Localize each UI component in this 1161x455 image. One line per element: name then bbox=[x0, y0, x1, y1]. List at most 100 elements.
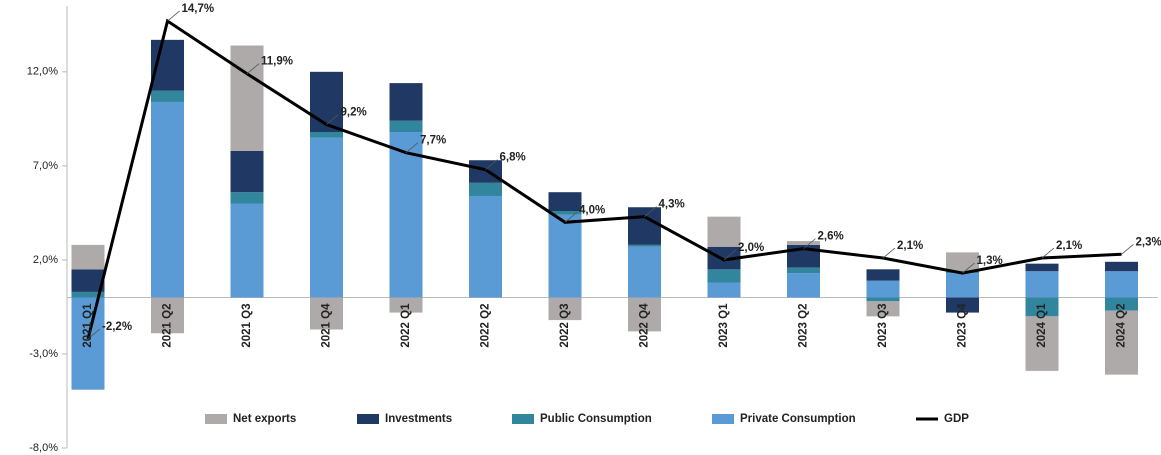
gdp-label: 6,8% bbox=[500, 152, 526, 164]
gdp-label: 2,6% bbox=[818, 231, 844, 243]
bar-segment bbox=[310, 71, 343, 133]
bar-segment bbox=[1105, 261, 1138, 272]
gdp-label: 14,7% bbox=[182, 3, 215, 15]
x-tick-label: 2022 Q1 bbox=[400, 303, 412, 348]
gdp-label: 4,3% bbox=[659, 199, 685, 211]
gdp-line bbox=[86, 18, 1122, 340]
x-tick-label: 2021 Q3 bbox=[241, 304, 253, 348]
label-leader bbox=[564, 211, 578, 223]
gdp-label: 11,9% bbox=[261, 56, 293, 68]
bar-segment bbox=[1025, 297, 1059, 317]
bar-segment bbox=[946, 273, 979, 298]
legend-swatch bbox=[205, 414, 227, 424]
bar-segment bbox=[71, 244, 105, 270]
bar-segment bbox=[151, 101, 184, 298]
bar-segment bbox=[628, 207, 661, 245]
bar-segment bbox=[787, 267, 820, 274]
bar-segment bbox=[628, 297, 661, 332]
bar-segment bbox=[548, 192, 582, 212]
legend-swatch bbox=[357, 414, 379, 424]
legend-label: Net exports bbox=[233, 413, 296, 425]
label-leader bbox=[167, 10, 180, 22]
bar-segment bbox=[866, 301, 900, 317]
bar-segment bbox=[866, 280, 900, 298]
bar-segment bbox=[946, 297, 979, 313]
label-leader bbox=[644, 206, 657, 217]
bar-segment bbox=[548, 214, 582, 298]
bar-segment bbox=[230, 203, 264, 298]
label-leader bbox=[87, 328, 101, 340]
bar-segment bbox=[230, 150, 264, 193]
bar-segment bbox=[787, 241, 820, 245]
bar-segment bbox=[548, 211, 582, 215]
bar-segment bbox=[230, 45, 264, 151]
x-tick-label: 2022 Q4 bbox=[639, 303, 651, 348]
bar-segment bbox=[469, 160, 502, 183]
bar-segment bbox=[151, 90, 184, 102]
bar-segment bbox=[71, 297, 105, 390]
bar-segment bbox=[1025, 271, 1059, 298]
bar-segment bbox=[1105, 297, 1138, 311]
bar-segment bbox=[866, 297, 900, 302]
bar-segment bbox=[707, 246, 741, 270]
gdp-label: 2,3% bbox=[1136, 236, 1161, 248]
bar-segment bbox=[1105, 310, 1138, 375]
bar-segment bbox=[707, 269, 741, 283]
legend-label: Public Consumption bbox=[540, 413, 652, 425]
legend-label: Investments bbox=[385, 413, 452, 425]
bar-segment bbox=[787, 273, 820, 298]
gdp-label: 2,0% bbox=[738, 242, 764, 254]
x-tick-label: 2023 Q2 bbox=[798, 304, 810, 348]
label-leader bbox=[326, 114, 339, 125]
bar-segment bbox=[548, 297, 582, 321]
label-leader bbox=[485, 159, 498, 170]
gdp-label: 4,0% bbox=[579, 204, 605, 216]
bar-segment bbox=[707, 216, 741, 247]
bar-segment bbox=[389, 83, 423, 121]
x-tick-label: 2021 Q1 bbox=[82, 303, 94, 348]
x-tick-label: 2021 Q2 bbox=[162, 304, 174, 348]
bar-segment bbox=[71, 291, 105, 298]
y-tick-label: -3,0% bbox=[29, 348, 58, 360]
bar-segment bbox=[1025, 316, 1059, 371]
bar-segment bbox=[1105, 271, 1138, 298]
y-tick-label: 2,0% bbox=[33, 254, 58, 266]
label-leader bbox=[405, 142, 419, 154]
gdp-label: 7,7% bbox=[420, 135, 446, 147]
legend-label: GDP bbox=[944, 413, 969, 425]
bar-segment bbox=[628, 246, 661, 298]
x-tick-label: 2023 Q1 bbox=[718, 303, 730, 348]
bar-segment bbox=[389, 132, 423, 298]
legend-label: Private Consumption bbox=[740, 413, 856, 425]
bar-segment bbox=[469, 195, 502, 298]
y-tick-label: 12,0% bbox=[27, 66, 58, 78]
x-tick-label: 2022 Q3 bbox=[559, 304, 571, 348]
bar-segment bbox=[310, 137, 343, 298]
bar-segment bbox=[230, 192, 264, 204]
label-leader bbox=[962, 262, 975, 274]
y-tick-label: 7,0% bbox=[33, 160, 58, 172]
bar-segment bbox=[310, 297, 343, 330]
bar-segment bbox=[707, 282, 741, 298]
bar-segment bbox=[1025, 263, 1059, 272]
label-leader bbox=[723, 249, 737, 261]
label-leader bbox=[882, 247, 896, 259]
bar-segment bbox=[389, 297, 423, 313]
label-leader bbox=[1121, 243, 1134, 255]
gdp-label: 2,1% bbox=[897, 240, 923, 252]
bar-segment bbox=[310, 132, 343, 138]
bar-segment bbox=[469, 182, 502, 196]
label-leader bbox=[803, 238, 816, 249]
x-tick-label: 2024 Q1 bbox=[1036, 303, 1048, 348]
bar-segment bbox=[71, 269, 105, 292]
label-leader bbox=[1041, 247, 1055, 259]
gdp-label: 2,1% bbox=[1056, 240, 1082, 252]
x-tick-label: 2024 Q2 bbox=[1116, 304, 1128, 348]
y-tick-label: -8,0% bbox=[29, 442, 58, 454]
bar-segment bbox=[866, 269, 900, 281]
legend-swatch bbox=[712, 414, 734, 424]
x-tick-label: 2023 Q4 bbox=[957, 303, 969, 348]
bar-segment bbox=[151, 297, 184, 334]
legend-swatch bbox=[512, 414, 534, 424]
